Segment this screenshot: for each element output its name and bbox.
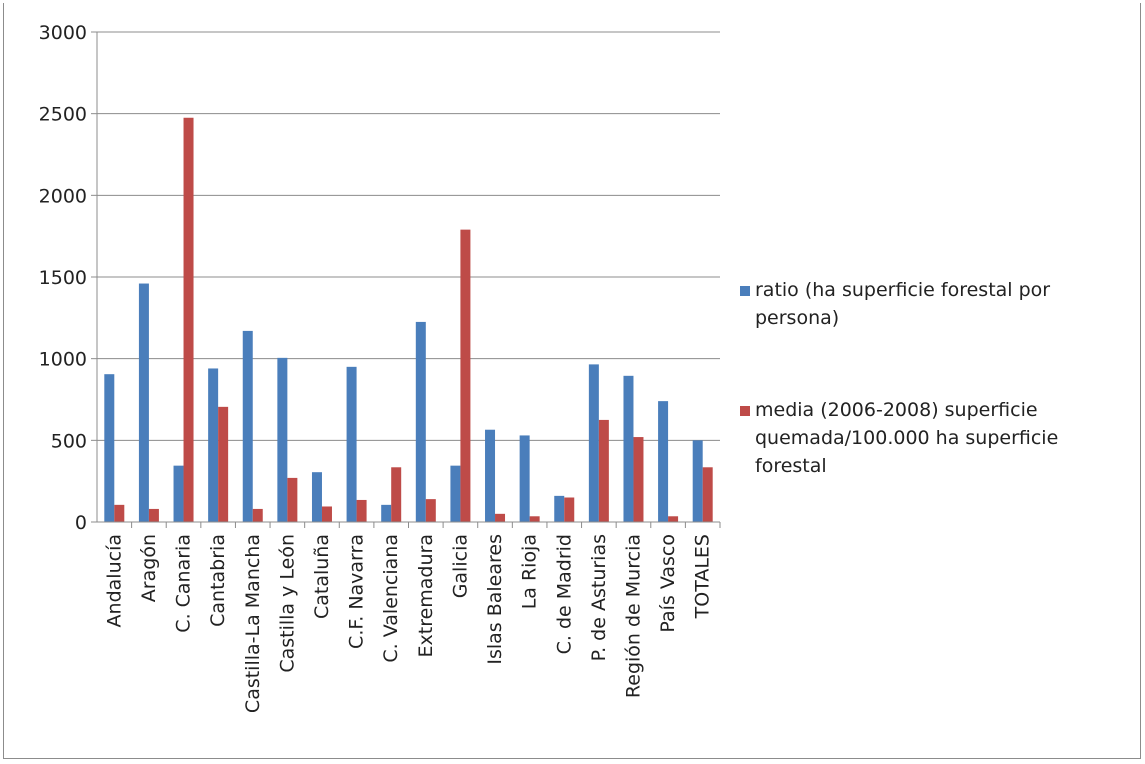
bar-series-1 (554, 495, 565, 522)
bar-series-1 (623, 375, 634, 522)
bar-series-2 (218, 406, 229, 522)
x-category-label: Andalucía (103, 534, 125, 627)
bar-series-1 (173, 465, 184, 522)
x-axis-labels: Andalucía Aragón C. Canaria Cantabria Castil… (103, 534, 713, 713)
bar-series-1 (311, 472, 322, 522)
x-category-label: País Vasco (657, 534, 679, 633)
y-tick-label: 1000 (39, 349, 87, 371)
x-category-label: C. de Madrid (553, 534, 575, 654)
bar-series-2 (148, 508, 159, 522)
x-category-label: Castilla-La Mancha (242, 534, 264, 713)
x-category-label: Región de Murcia (622, 534, 644, 698)
y-tick-label: 0 (75, 512, 87, 534)
bar-series-1 (242, 330, 253, 522)
bar-series-2 (529, 516, 540, 522)
x-category-label: Cataluña (311, 534, 333, 619)
y-tick-label: 500 (51, 430, 87, 452)
legend-label-series-2: media (2006-2008) superficie (755, 399, 1038, 421)
chart-frame (3, 3, 1141, 759)
bar-series-2 (495, 513, 506, 522)
bar-series-2 (114, 504, 125, 522)
x-category-label: C. Valenciana (380, 534, 402, 663)
bar-series-1 (346, 366, 357, 522)
x-category-label: TOTALES (692, 534, 714, 619)
bar-series-1 (519, 435, 530, 522)
bar-series-2 (391, 467, 402, 522)
x-category-label: P. de Asturias (588, 534, 610, 661)
legend-swatch-series-1 (740, 286, 750, 296)
bar-series-2 (252, 508, 263, 522)
gridlines (97, 31, 720, 441)
x-category-label: Islas Baleares (484, 534, 506, 665)
legend-label-series-2: forestal (755, 455, 827, 477)
bar-series-1 (277, 357, 288, 522)
bar-series-1 (415, 321, 426, 522)
bar-series-2 (633, 437, 644, 522)
x-category-label: La Rioja (519, 534, 541, 609)
bar-series-2 (668, 516, 679, 522)
y-tick-label: 3000 (39, 22, 87, 44)
bar-series-2 (425, 499, 436, 522)
bar-series-1 (104, 374, 115, 522)
y-tick-label: 1500 (39, 267, 87, 289)
x-category-label: C.F. Navarra (346, 534, 368, 649)
x-category-label: Cantabria (207, 534, 229, 627)
bar-series-2 (702, 467, 713, 522)
y-tick-label: 2000 (39, 185, 87, 207)
bar-series-2 (460, 229, 471, 522)
bar-series-1 (658, 401, 669, 522)
x-category-label: C. Canaria (173, 534, 195, 633)
bar-series-2 (287, 477, 298, 522)
bar-series-2 (321, 506, 332, 522)
bar-series-2 (356, 499, 367, 522)
legend-label-series-1: ratio (ha superficie forestal por (755, 279, 1050, 301)
y-axis-ticks: 0 500 1000 1500 2000 2500 3000 (39, 22, 97, 534)
bar-series-1 (208, 368, 219, 522)
legend-label-series-1: persona) (755, 307, 839, 329)
x-category-label: Galicia (449, 534, 471, 598)
x-category-label: Aragón (138, 534, 160, 602)
bar-series-1 (692, 440, 703, 522)
bar-series-2 (183, 117, 194, 522)
x-category-label: Extremadura (415, 534, 437, 658)
legend: ratio (ha superficie forestal por persona… (740, 279, 1058, 477)
bar-series-1 (588, 364, 599, 522)
axes (96, 32, 721, 528)
legend-label-series-2: quemada/100.000 ha superficie (755, 427, 1058, 449)
y-tick-label: 2500 (39, 104, 87, 126)
bars (104, 117, 713, 522)
legend-swatch-series-2 (740, 406, 750, 416)
bar-series-1 (485, 429, 496, 522)
bar-series-1 (450, 465, 461, 522)
bar-series-2 (598, 419, 609, 522)
bar-series-1 (138, 283, 149, 522)
x-category-label: Castilla y León (276, 534, 298, 673)
bar-series-2 (564, 497, 575, 522)
bar-series-1 (381, 504, 392, 522)
